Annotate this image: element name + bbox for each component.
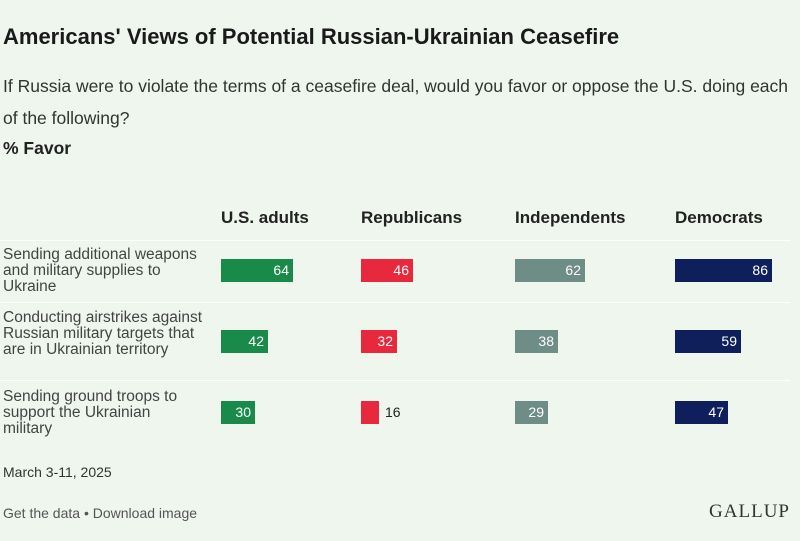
footer-separator: • <box>83 505 89 521</box>
bar <box>221 259 293 282</box>
bar-value-label: 42 <box>248 333 264 349</box>
bar-value-label: 30 <box>235 404 251 420</box>
column-header: U.S. adults <box>221 208 309 227</box>
category-label: Conducting airstrikes against Russian mi… <box>3 309 203 358</box>
date-label: March 3-11, 2025 <box>3 464 112 480</box>
bar <box>221 330 268 353</box>
category-label: Sending ground troops to support the Ukr… <box>3 388 178 437</box>
chart-subtitle: If Russia were to violate the terms of a… <box>3 76 789 128</box>
bar <box>361 401 379 424</box>
bar <box>515 330 558 353</box>
get-data-link[interactable]: Get the data <box>3 505 81 521</box>
row-divider <box>0 380 790 381</box>
bar-value-label: 16 <box>385 404 401 420</box>
measure-label: % Favor <box>3 138 72 158</box>
bar <box>221 401 255 424</box>
bar-value-label: 38 <box>538 333 554 349</box>
footer-links: Get the data • Download image <box>3 505 197 521</box>
bar <box>675 401 728 424</box>
category-label: Sending additional weapons and military … <box>3 246 197 295</box>
download-image-link[interactable]: Download image <box>92 505 198 521</box>
chart-title: Americans' Views of Potential Russian-Uk… <box>3 24 620 49</box>
bar <box>515 259 585 282</box>
bar-value-label: 86 <box>752 262 768 278</box>
row-divider <box>0 302 790 303</box>
gallup-logo: GALLUP <box>709 501 790 522</box>
bar <box>515 401 548 424</box>
bar-value-label: 62 <box>565 262 581 278</box>
bar <box>675 259 772 282</box>
bar-value-label: 64 <box>273 262 289 278</box>
bar <box>361 330 397 353</box>
bar-value-label: 32 <box>377 333 393 349</box>
column-header: Republicans <box>361 208 463 227</box>
column-header: Democrats <box>675 208 763 227</box>
row-divider <box>0 240 790 241</box>
bar-value-label: 46 <box>393 262 409 278</box>
bar-value-label: 47 <box>708 404 724 420</box>
bar-value-label: 29 <box>528 404 544 420</box>
bar-value-label: 59 <box>721 333 737 349</box>
column-header: Independents <box>515 208 626 227</box>
bar <box>361 259 413 282</box>
bar <box>675 330 741 353</box>
